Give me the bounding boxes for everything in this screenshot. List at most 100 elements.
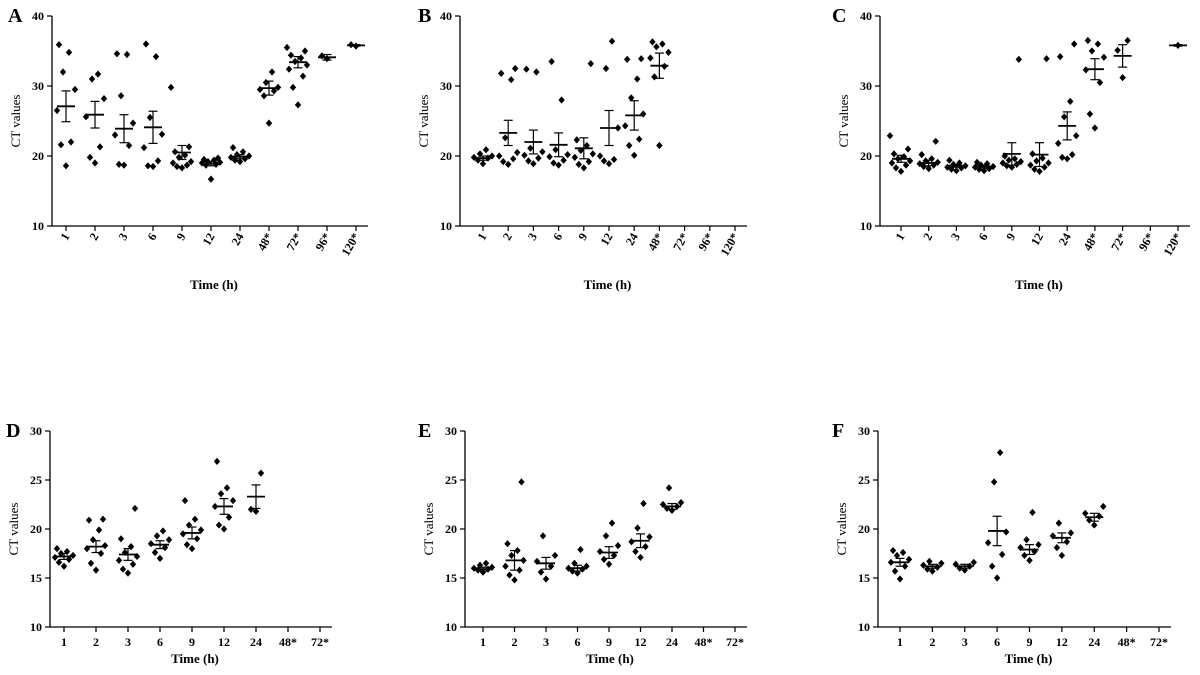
- data-point: [158, 130, 166, 138]
- y-tick-label: 30: [860, 79, 872, 93]
- data-point: [57, 141, 65, 149]
- data-point: [101, 542, 109, 550]
- data-point: [1021, 551, 1028, 560]
- panel-letter: E: [418, 420, 431, 442]
- x-axis-title: Time (h): [190, 277, 238, 292]
- data-point: [147, 540, 155, 548]
- data-point: [231, 156, 239, 164]
- data-point: [1055, 519, 1063, 527]
- x-tick-label: 9: [173, 231, 188, 243]
- data-point: [511, 576, 518, 584]
- x-tick-label: 3: [948, 231, 963, 243]
- data-point: [677, 498, 685, 507]
- data-point: [89, 536, 97, 544]
- data-point: [181, 151, 189, 159]
- data-point: [179, 530, 187, 538]
- data-point: [85, 516, 93, 524]
- x-axis-title: Time (h): [1005, 651, 1053, 666]
- x-tick-label: 72*: [1150, 635, 1168, 649]
- x-tick-label: 48*: [254, 231, 275, 254]
- data-point: [161, 544, 169, 552]
- y-tick-label: 20: [440, 149, 452, 163]
- data-point: [558, 96, 565, 104]
- data-point: [220, 525, 228, 533]
- data-point: [193, 535, 201, 543]
- data-point: [602, 532, 610, 540]
- data-point: [131, 504, 139, 513]
- data-point: [585, 158, 592, 166]
- data-point: [1008, 163, 1015, 171]
- data-point: [71, 85, 79, 94]
- data-point: [88, 75, 96, 83]
- data-point: [260, 92, 268, 100]
- data-point: [928, 155, 935, 163]
- data-point: [605, 560, 613, 568]
- data-point: [1061, 113, 1068, 121]
- data-point: [926, 557, 933, 565]
- x-tick-label: 24: [228, 231, 246, 248]
- data-point: [573, 136, 580, 144]
- data-point: [659, 40, 666, 48]
- data-point: [53, 106, 61, 115]
- data-point: [1091, 124, 1099, 132]
- data-point: [117, 92, 125, 100]
- data-point: [888, 159, 896, 167]
- x-tick-label: 72*: [1108, 231, 1129, 254]
- y-axis-title: CT values: [834, 503, 849, 556]
- data-point: [94, 70, 102, 78]
- data-point: [626, 141, 633, 150]
- data-point: [154, 157, 162, 165]
- data-point: [510, 155, 517, 163]
- data-point: [285, 65, 293, 73]
- data-point: [577, 146, 584, 154]
- x-tick-label: 24: [1056, 231, 1074, 248]
- data-point: [140, 144, 148, 152]
- data-point: [1036, 167, 1043, 175]
- data-point: [533, 68, 540, 76]
- data-point: [55, 41, 63, 49]
- data-point: [551, 551, 559, 560]
- data-point: [646, 533, 653, 541]
- x-tick-label: 12: [1028, 231, 1046, 248]
- data-point: [294, 101, 302, 109]
- x-tick-label: 48*: [1118, 635, 1136, 649]
- data-point: [628, 94, 635, 102]
- y-tick-label: 30: [30, 424, 42, 438]
- data-point: [889, 546, 897, 555]
- data-point: [262, 78, 270, 87]
- x-tick-label: 2: [920, 231, 935, 243]
- data-point: [980, 167, 988, 175]
- y-tick-label: 30: [445, 424, 457, 438]
- data-point: [636, 135, 643, 143]
- data-point: [901, 562, 909, 570]
- data-point: [1031, 165, 1038, 173]
- data-point: [156, 554, 164, 562]
- data-point: [124, 569, 132, 577]
- data-point: [555, 161, 562, 169]
- data-point: [67, 138, 75, 146]
- data-point: [996, 448, 1004, 457]
- data-point: [988, 562, 996, 570]
- x-tick-label: 48*: [695, 635, 713, 649]
- data-point: [187, 158, 195, 166]
- data-point: [191, 515, 199, 523]
- data-point: [632, 547, 639, 556]
- data-point: [247, 505, 255, 513]
- x-tick-label: 96*: [312, 231, 333, 254]
- data-point: [1023, 536, 1030, 544]
- data-point: [1005, 156, 1012, 164]
- x-tick-label: 2: [93, 635, 99, 649]
- y-tick-label: 10: [440, 219, 452, 233]
- data-point: [1002, 528, 1010, 536]
- panel-letter: B: [418, 5, 431, 27]
- data-point: [605, 160, 613, 168]
- data-point: [167, 83, 175, 91]
- data-point: [175, 153, 183, 161]
- data-point: [890, 150, 898, 158]
- data-point: [530, 160, 537, 168]
- data-point: [539, 532, 547, 540]
